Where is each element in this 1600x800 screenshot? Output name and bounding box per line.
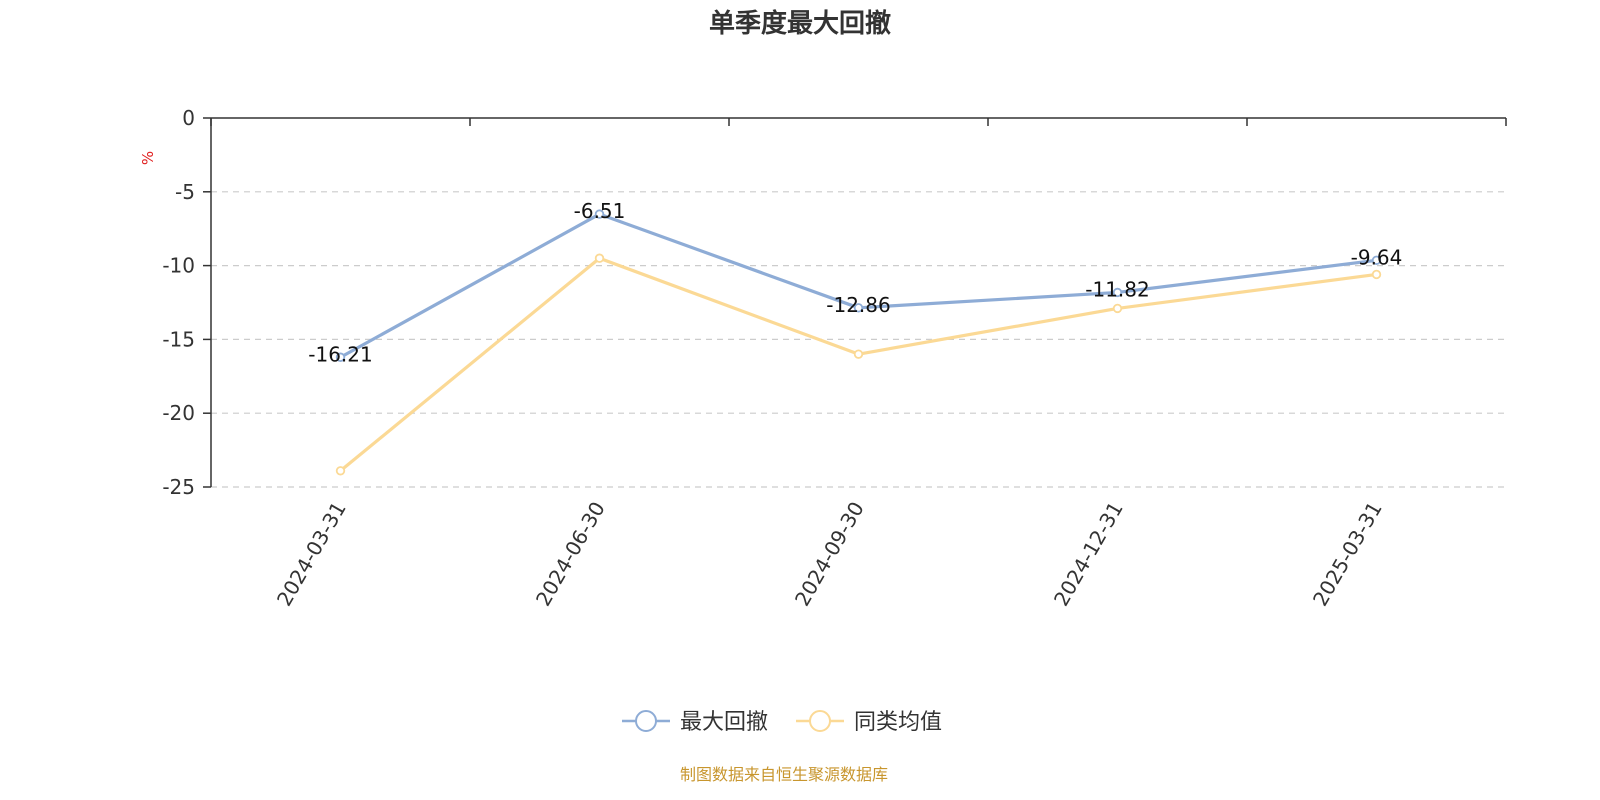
data-point xyxy=(1371,269,1382,280)
x-tick-label: 2024-06-30 xyxy=(531,498,610,611)
chart-title: 单季度最大回撤 xyxy=(709,8,891,39)
series-lines xyxy=(335,209,1382,476)
x-tick-label: 2025-03-31 xyxy=(1308,498,1387,611)
y-tick-label: -15 xyxy=(162,327,195,351)
data-label: -6.51 xyxy=(574,199,626,223)
data-label: -12.86 xyxy=(826,293,890,317)
axes xyxy=(210,117,1506,487)
x-tick-label: 2024-12-31 xyxy=(1049,498,1128,611)
data-point xyxy=(1112,287,1123,298)
legend-circle-icon xyxy=(635,710,657,732)
data-label: -11.82 xyxy=(1085,277,1149,301)
data-point xyxy=(594,209,605,219)
data-label: -9.64 xyxy=(1351,245,1403,269)
series-line xyxy=(338,256,1379,473)
y-tick-label: -20 xyxy=(162,401,195,425)
legend[interactable]: 最大回撤 同类均值 xyxy=(622,710,942,735)
y-axis-ticks: 0 -5 -10 -15 -20 -25 xyxy=(162,106,211,499)
legend-label: 最大回撤 xyxy=(680,710,768,735)
x-tick-label: 2024-03-31 xyxy=(272,498,351,611)
data-point xyxy=(853,303,864,313)
data-point xyxy=(594,253,605,263)
grid-lines xyxy=(211,191,1506,488)
legend-label: 同类均值 xyxy=(854,710,942,735)
series-line xyxy=(338,212,1379,359)
legend-item-peer-average[interactable]: 同类均值 xyxy=(796,710,942,735)
data-labels: -16.21 -6.51 -12.86 -11.82 -9.64 xyxy=(308,199,1402,366)
data-point xyxy=(1371,255,1382,265)
data-point xyxy=(853,349,864,359)
y-tick-label: -10 xyxy=(162,254,195,278)
y-axis-unit: % xyxy=(139,151,157,165)
data-source-note: 制图数据来自恒生聚源数据库 xyxy=(680,765,888,784)
data-point xyxy=(1112,303,1123,314)
data-point xyxy=(335,352,346,362)
y-tick-label: 0 xyxy=(182,106,195,130)
legend-circle-icon xyxy=(809,710,831,732)
data-label: -16.21 xyxy=(308,342,372,366)
x-tick-label: 2024-09-30 xyxy=(790,498,869,611)
y-tick-label: -25 xyxy=(162,475,195,499)
legend-item-max-drawdown[interactable]: 最大回撤 xyxy=(622,710,768,735)
y-tick-label: -5 xyxy=(175,180,195,204)
data-point xyxy=(335,466,346,476)
